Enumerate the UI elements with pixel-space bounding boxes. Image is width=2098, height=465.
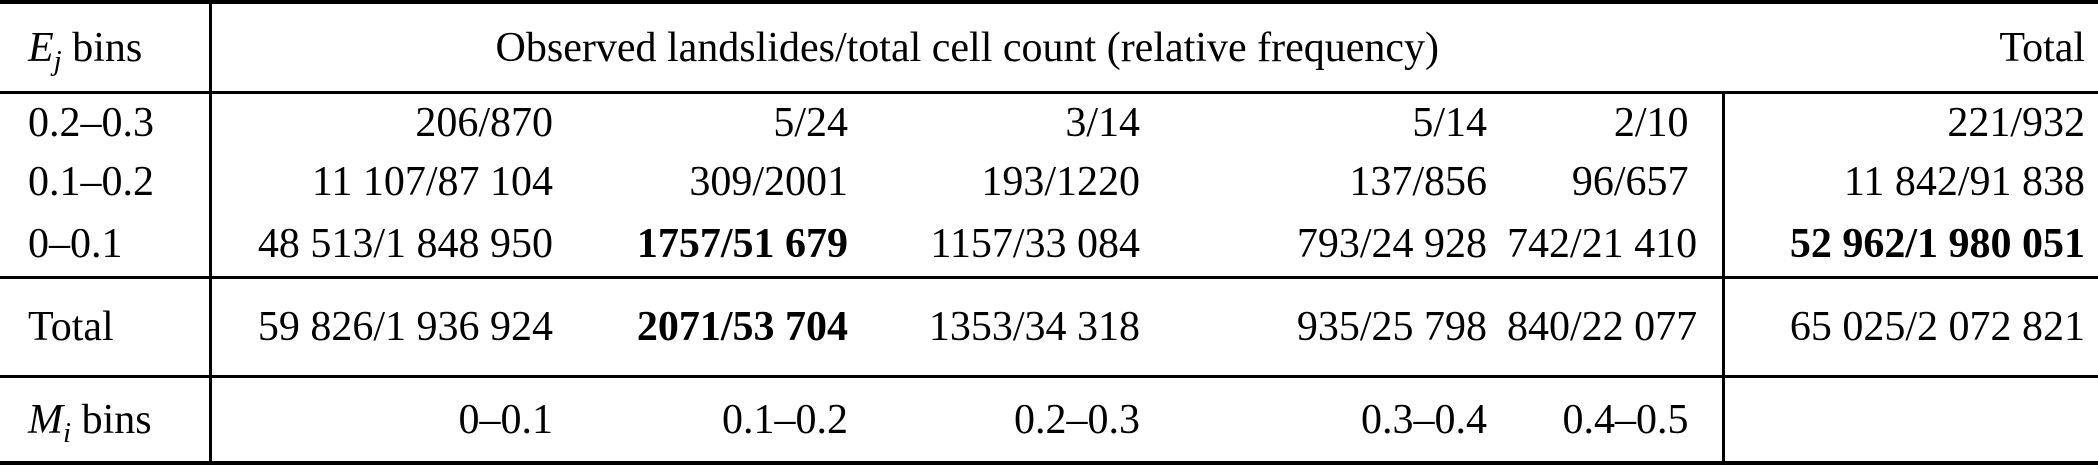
table-cell: 11 107/87 104 (311, 159, 553, 206)
row-total-cell-bold: 52 962/1 980 051 (1789, 221, 2086, 268)
table-cell: 59 826/1 936 924 (210, 276, 573, 377)
table-cell: 5/14 (1412, 100, 1487, 147)
table-cell: 309/2001 (689, 159, 848, 206)
table-cell: 137/856 (1349, 159, 1487, 206)
row-total-cell: 221/932 (1947, 100, 2086, 147)
row-total-cell: 11 842/91 838 (1843, 159, 2086, 206)
ej-bins-header: Ej bins (0, 2, 212, 95)
mi-bin-cell: 0.4–0.5 (1507, 375, 1725, 463)
table-cell: 5/24 (773, 100, 848, 147)
ej-bins-text: bins (61, 24, 143, 71)
mi-variable: M (28, 396, 63, 443)
row-label: 0–0.1 (0, 211, 212, 278)
table-cell: 3/14 (1065, 100, 1140, 147)
ej-subscript: j (53, 44, 62, 77)
total-row-label: Total (0, 276, 212, 377)
table-cell: 840/22 077 (1507, 276, 1725, 377)
table-cell: 935/25 798 (1160, 276, 1507, 377)
table-cell: 2/10 (1507, 92, 1725, 153)
table-cell: 96/657 (1507, 152, 1725, 212)
observed-landslides-header: Observed landslides/total cell count (re… (210, 2, 1724, 95)
row-label: 0.1–0.2 (0, 152, 212, 212)
mi-bin-cell: 0–0.1 (210, 375, 573, 463)
grand-total-cell: 65 025/2 072 821 (1723, 276, 2098, 377)
mi-bins-label: Mi bins (0, 375, 212, 463)
table-cell: 1353/34 318 (868, 276, 1160, 377)
table-header-row: Ej bins Observed landslides/total cell c… (0, 2, 2098, 95)
table-cell: 206/870 (415, 100, 553, 147)
empty-cell (1723, 375, 2098, 463)
mi-bin-cell: 0.2–0.3 (868, 375, 1160, 463)
mi-bins-row: Mi bins 0–0.1 0.1–0.2 0.2–0.3 0.3–0.4 0.… (0, 375, 2098, 463)
table-cell: 193/1220 (981, 159, 1140, 206)
table-row-bin-0-01: 0–0.1 48 513/1 848 950 1757/51 679 1157/… (0, 211, 2098, 278)
mi-bin-cell: 0.3–0.4 (1160, 375, 1507, 463)
table-row-bin-01-02: 0.1–0.2 11 107/87 104 309/2001 193/1220 … (0, 152, 2098, 212)
table-cell-bold: 2071/53 704 (573, 276, 868, 377)
mi-bins-text: bins (71, 396, 152, 443)
table-cell: 48 513/1 848 950 (257, 221, 553, 268)
table-cell: 742/21 410 (1507, 211, 1725, 278)
ej-variable: E (28, 24, 54, 71)
table-row-bin-02-03: 0.2–0.3 206/870 5/24 3/14 5/14 2/10 221/… (0, 92, 2098, 153)
table-total-row: Total 59 826/1 936 924 2071/53 704 1353/… (0, 276, 2098, 377)
table-cell-bold: 1757/51 679 (636, 221, 848, 268)
mi-bin-cell: 0.1–0.2 (573, 375, 868, 463)
row-label: 0.2–0.3 (0, 92, 212, 153)
mi-subscript: i (63, 416, 72, 449)
total-column-header: Total (1723, 2, 2098, 95)
table-cell: 793/24 928 (1296, 221, 1487, 268)
table-cell: 1157/33 084 (930, 221, 1140, 268)
